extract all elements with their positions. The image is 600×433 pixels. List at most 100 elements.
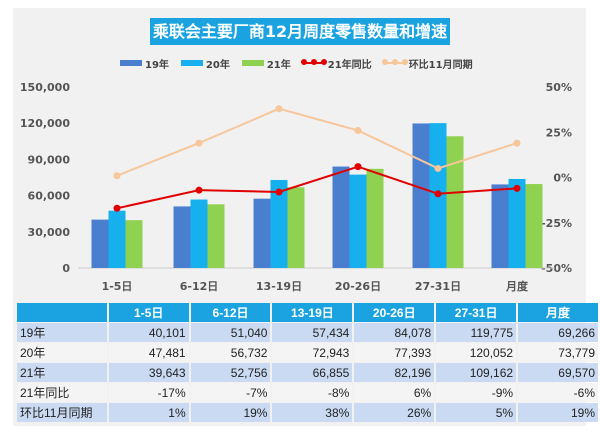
table-row: 19年 40,101 51,040 57,434 84,078 119,775 69,266: [17, 323, 598, 342]
table-cell: 月度: [518, 303, 598, 322]
table-cell: 69,570: [518, 363, 598, 382]
legend-label: 21年: [266, 59, 291, 71]
legend: 19年 20年 21年 21年同比 环比11月同期: [120, 55, 500, 71]
y-right-tick: -50%: [541, 262, 572, 275]
point-环比11月同期: [513, 139, 521, 147]
point-21年同比: [513, 184, 521, 192]
table-cell: 19%: [190, 403, 271, 422]
point-21年同比: [195, 186, 203, 194]
y-right-tick: -25%: [541, 217, 572, 230]
x-tick-label: 20-26日: [335, 280, 381, 293]
table-cell: 73,779: [518, 343, 598, 362]
point-21年同比: [113, 204, 121, 212]
table-cell: 5%: [436, 403, 517, 422]
line-环比11月同期: [116, 107, 518, 177]
table-cell: 119,775: [436, 323, 517, 342]
legend-item: 19年: [120, 56, 169, 71]
legend-swatch: [120, 60, 142, 66]
x-tick-label: 6-12日: [180, 280, 219, 293]
legend-item: 21年: [241, 56, 291, 71]
table-cell: 109,162: [436, 363, 517, 382]
y-right-tick: 25%: [546, 126, 572, 139]
table-row: 21年 39,643 52,756 66,855 82,196 109,162 69,570: [17, 363, 598, 382]
table-cell: 120,052: [436, 343, 517, 362]
bar-21年: [525, 184, 543, 268]
table-cell: 21年同比: [17, 383, 107, 402]
table-cell: 6%: [354, 383, 435, 402]
table-cell: 环比11月同期: [17, 403, 107, 422]
table-cell: 72,943: [272, 343, 353, 362]
table-cell: 77,393: [354, 343, 435, 362]
y-left-tick: 30,000: [28, 226, 71, 239]
table-cell: 1%: [108, 403, 189, 422]
legend-label: 21年同比: [327, 59, 372, 71]
table-cell: -8%: [272, 383, 353, 402]
table-cell: -7%: [190, 383, 271, 402]
bar-21年: [125, 220, 143, 268]
table-cell: 40,101: [108, 323, 189, 342]
point-21年同比: [275, 188, 283, 196]
point-21年同比: [434, 190, 442, 198]
table-row: 21年同比 -17% -7% -8% 6% -9% -6%: [17, 383, 598, 402]
x-tick-label: 27-31日: [415, 280, 461, 293]
point-环比11月同期: [195, 139, 203, 147]
point-环比11月同期: [113, 172, 121, 180]
table-cell: 19年: [17, 323, 107, 342]
table-row: 环比11月同期 1% 19% 38% 26% 5% 19%: [17, 403, 598, 422]
table-cell: -9%: [436, 383, 517, 402]
bar-20年: [349, 174, 367, 268]
table-cell: 51,040: [190, 323, 271, 342]
y-left-tick: 150,000: [20, 81, 70, 94]
legend-swatch: [180, 60, 203, 66]
legend-label: 20年: [205, 59, 230, 71]
table-cell: 20-26日: [354, 303, 435, 322]
legend-label: 环比11月同期: [408, 59, 473, 71]
legend-item: 20年: [180, 56, 230, 71]
chart-title: 乘联会主要厂商12月周度零售数量和增速: [150, 18, 450, 45]
table-cell: 47,481: [108, 343, 189, 362]
y-left-tick: 90,000: [28, 153, 71, 166]
table-header-row: 1-5日 6-12日 13-19日 20-26日 27-31日 月度: [17, 303, 598, 322]
bar-20年: [508, 178, 526, 268]
legend-swatch: [241, 60, 264, 66]
bar-19年: [91, 219, 109, 268]
y-left-tick: 120,000: [20, 117, 70, 130]
legend-swatch: [300, 59, 327, 65]
table-cell: [17, 303, 107, 322]
chart-svg: 0 30,000 60,000 90,000 120,000 150,000 -50% -25…: [20, 81, 572, 293]
bar-20年: [190, 199, 208, 268]
table-cell: 66,855: [272, 363, 353, 382]
point-环比11月同期: [434, 164, 442, 172]
point-21年同比: [354, 163, 362, 171]
table-cell: 82,196: [354, 363, 435, 382]
legend-label: 19年: [145, 59, 169, 71]
table-cell: 19%: [518, 403, 598, 422]
point-环比11月同期: [354, 126, 362, 134]
legend-item: 环比11月同期: [381, 56, 473, 71]
bar-20年: [108, 210, 126, 268]
table-cell: -17%: [108, 383, 189, 402]
table-cell: 57,434: [272, 323, 353, 342]
bar-19年: [253, 198, 271, 268]
table-cell: 39,643: [108, 363, 189, 382]
table-cell: 26%: [354, 403, 435, 422]
table-cell: -6%: [518, 383, 598, 402]
table-cell: 27-31日: [436, 303, 517, 322]
table-cell: 13-19日: [272, 303, 353, 322]
bar-19年: [173, 206, 191, 268]
table-cell: 52,756: [190, 363, 271, 382]
y-left-tick: 0: [62, 262, 70, 275]
table-cell: 84,078: [354, 323, 435, 342]
bar-21年: [366, 168, 384, 268]
y-right-tick: 0%: [553, 172, 572, 185]
table-cell: 20年: [17, 343, 107, 362]
table-cell: 6-12日: [190, 303, 271, 322]
table-cell: 1-5日: [108, 303, 189, 322]
line-21年同比: [116, 165, 518, 210]
bar-21年: [207, 204, 225, 268]
bar-21年: [287, 187, 305, 268]
legend-item: 21年同比: [300, 56, 372, 71]
bar-21年: [446, 136, 464, 268]
bar-19年: [332, 166, 350, 268]
bar-19年: [491, 184, 509, 268]
